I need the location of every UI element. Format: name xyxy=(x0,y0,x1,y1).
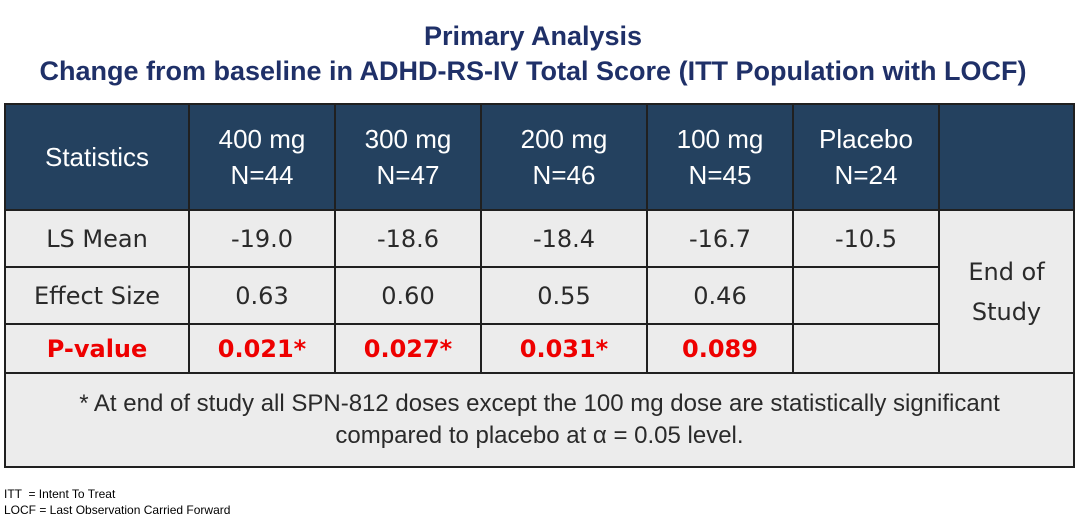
timepoint-line2: Study xyxy=(971,297,1042,326)
header-dose: Placebo xyxy=(819,124,913,154)
cell-value: 0.089 xyxy=(646,323,794,374)
cell-value: 0.031* xyxy=(480,323,648,374)
note-row: * At end of study all SPN-812 doses exce… xyxy=(4,372,1075,468)
header-statistics: Statistics xyxy=(4,103,190,211)
header-n: N=24 xyxy=(834,160,898,190)
header-n: N=44 xyxy=(230,160,294,190)
timepoint-cell: End of Study xyxy=(938,209,1075,374)
header-200mg: 200 mg N=46 xyxy=(480,103,648,211)
note-line1: * At end of study all SPN-812 doses exce… xyxy=(79,390,1000,417)
header-n: N=47 xyxy=(376,160,440,190)
header-n: N=46 xyxy=(532,160,596,190)
row-label: Effect Size xyxy=(4,266,190,325)
cell-value: 0.63 xyxy=(188,266,336,325)
cell-value: -18.4 xyxy=(480,209,648,268)
header-timepoint xyxy=(938,103,1075,211)
results-table: Statistics 400 mg N=44 300 mg N=47 200 m… xyxy=(4,103,1075,468)
cell-value: -19.0 xyxy=(188,209,336,268)
cell-value: 0.46 xyxy=(646,266,794,325)
row-effect-size: Effect Size 0.63 0.60 0.55 0.46 xyxy=(4,266,1074,325)
timepoint-line1: End of xyxy=(968,257,1045,286)
chart-title: Primary Analysis xyxy=(423,21,643,51)
header-400mg: 400 mg N=44 xyxy=(188,103,336,211)
footnotes: ITT = Intent To Treat LOCF = Last Observ… xyxy=(4,486,230,518)
cell-value xyxy=(792,323,940,374)
header-dose: 100 mg xyxy=(676,124,764,154)
cell-value: -18.6 xyxy=(334,209,482,268)
cell-value: 0.027* xyxy=(334,323,482,374)
cell-value: 0.60 xyxy=(334,266,482,325)
cell-value: -16.7 xyxy=(646,209,794,268)
header-dose: 400 mg xyxy=(218,124,306,154)
footnote-locf: LOCF = Last Observation Carried Forward xyxy=(4,503,231,517)
row-ls-mean: LS Mean -19.0 -18.6 -18.4 -16.7 -10.5 En… xyxy=(4,209,1075,374)
header-n: N=45 xyxy=(688,160,752,190)
cell-value: 0.021* xyxy=(188,323,336,374)
header-100mg: 100 mg N=45 xyxy=(646,103,794,211)
footnote-itt: ITT = Intent To Treat xyxy=(4,487,116,501)
chart-subtitle: Change from baseline in ADHD-RS-IV Total… xyxy=(39,56,1027,86)
row-p-value: P-value 0.021* 0.027* 0.031* 0.089 xyxy=(4,323,1074,374)
header-row: Statistics 400 mg N=44 300 mg N=47 200 m… xyxy=(4,103,1075,211)
row-label: P-value xyxy=(4,323,190,374)
header-300mg: 300 mg N=47 xyxy=(334,103,482,211)
header-placebo: Placebo N=24 xyxy=(792,103,940,211)
cell-value: -10.5 xyxy=(792,209,940,268)
header-dose: 200 mg xyxy=(520,124,608,154)
note-line2: compared to placebo at α = 0.05 level. xyxy=(335,422,744,449)
significance-note: * At end of study all SPN-812 doses exce… xyxy=(4,372,1075,468)
cell-value xyxy=(792,266,940,325)
cell-value: 0.55 xyxy=(480,266,648,325)
header-dose: 300 mg xyxy=(364,124,452,154)
row-label: LS Mean xyxy=(4,209,190,268)
